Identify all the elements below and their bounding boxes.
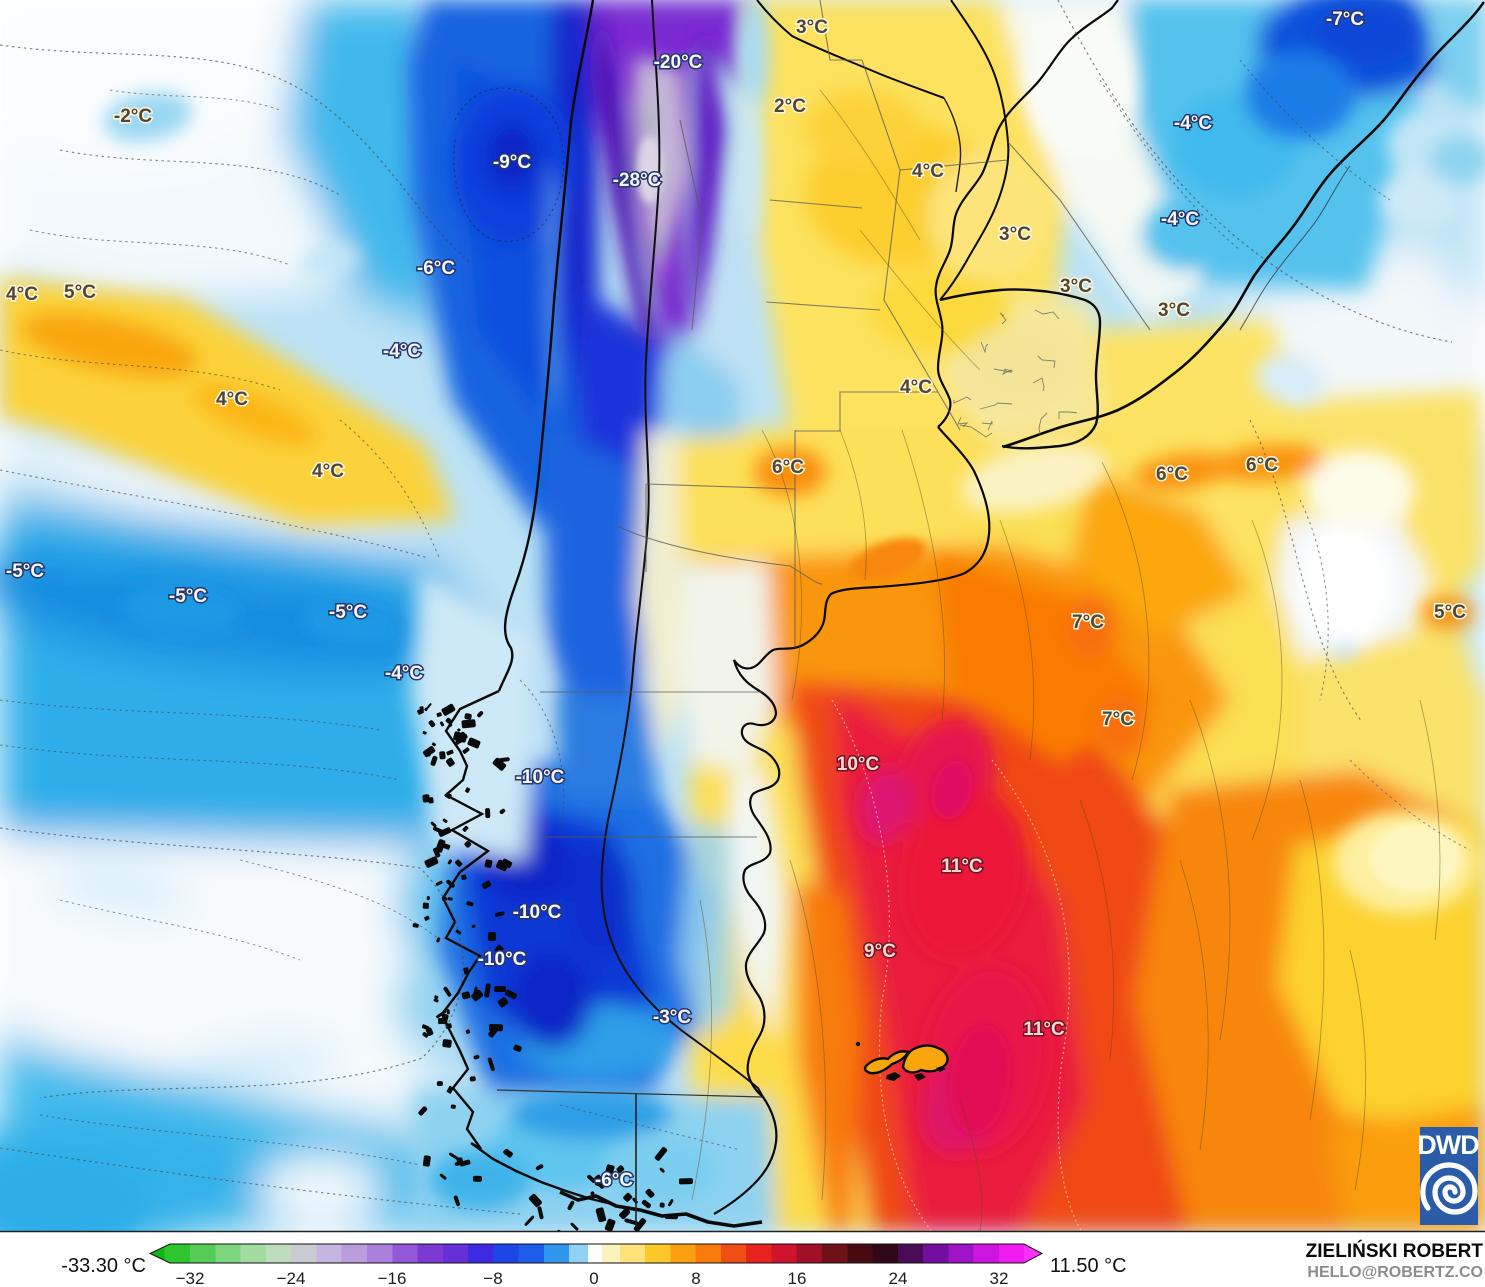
- svg-text:24: 24: [889, 1269, 908, 1287]
- svg-text:−8: −8: [483, 1269, 502, 1287]
- svg-text:8: 8: [691, 1269, 700, 1287]
- svg-text:2°C: 2°C: [774, 96, 806, 117]
- svg-text:-33.30 °C: -33.30 °C: [61, 1255, 146, 1277]
- svg-text:-10°C: -10°C: [513, 902, 562, 923]
- svg-text:-4°C: -4°C: [383, 341, 421, 362]
- svg-text:-20°C: -20°C: [654, 52, 703, 73]
- svg-text:-6°C: -6°C: [417, 258, 455, 279]
- svg-text:-10°C: -10°C: [478, 949, 527, 970]
- svg-text:-3°C: -3°C: [653, 1007, 691, 1028]
- svg-text:4°C: 4°C: [216, 389, 248, 410]
- svg-text:-4°C: -4°C: [1161, 209, 1199, 230]
- svg-text:-9°C: -9°C: [493, 152, 531, 173]
- svg-text:6°C: 6°C: [1246, 455, 1278, 476]
- svg-text:-10°C: -10°C: [516, 767, 565, 788]
- svg-text:4°C: 4°C: [312, 461, 344, 482]
- svg-text:11°C: 11°C: [1023, 1019, 1065, 1040]
- svg-text:3°C: 3°C: [796, 17, 828, 38]
- svg-text:3°C: 3°C: [1158, 300, 1190, 321]
- svg-text:-5°C: -5°C: [169, 586, 207, 607]
- svg-text:HELLO@ROBERTZ.CO: HELLO@ROBERTZ.CO: [1307, 1264, 1483, 1281]
- svg-text:0: 0: [589, 1269, 598, 1287]
- svg-text:-2°C: -2°C: [114, 106, 152, 127]
- svg-text:4°C: 4°C: [6, 284, 38, 305]
- svg-text:-4°C: -4°C: [385, 663, 423, 684]
- svg-text:7°C: 7°C: [1072, 612, 1104, 633]
- svg-text:5°C: 5°C: [1434, 602, 1466, 623]
- svg-text:4°C: 4°C: [900, 377, 932, 398]
- svg-text:32: 32: [990, 1269, 1009, 1287]
- svg-text:5°C: 5°C: [64, 282, 96, 303]
- svg-text:−32: −32: [176, 1269, 205, 1287]
- svg-text:-7°C: -7°C: [1326, 9, 1364, 30]
- svg-text:16: 16: [788, 1269, 807, 1287]
- svg-text:10°C: 10°C: [837, 754, 880, 775]
- svg-text:6°C: 6°C: [1156, 464, 1188, 485]
- svg-text:DWD: DWD: [1417, 1130, 1479, 1160]
- svg-text:11°C: 11°C: [941, 856, 983, 877]
- svg-text:3°C: 3°C: [1060, 276, 1092, 297]
- svg-text:-5°C: -5°C: [6, 561, 44, 582]
- svg-text:-4°C: -4°C: [1174, 113, 1212, 134]
- svg-text:-6°C: -6°C: [595, 1170, 633, 1191]
- svg-text:4°C: 4°C: [912, 161, 944, 182]
- svg-text:3°C: 3°C: [999, 224, 1031, 245]
- svg-text:-28°C: -28°C: [613, 170, 662, 191]
- svg-text:11.50 °C: 11.50 °C: [1050, 1255, 1127, 1277]
- svg-text:7°C: 7°C: [1102, 709, 1134, 730]
- svg-text:9°C: 9°C: [864, 941, 896, 962]
- svg-text:6°C: 6°C: [772, 457, 804, 478]
- svg-text:ZIELIŃSKI ROBERT: ZIELIŃSKI ROBERT: [1306, 1240, 1484, 1262]
- svg-text:−24: −24: [277, 1269, 306, 1287]
- svg-text:-5°C: -5°C: [329, 602, 367, 623]
- svg-text:−16: −16: [378, 1269, 407, 1287]
